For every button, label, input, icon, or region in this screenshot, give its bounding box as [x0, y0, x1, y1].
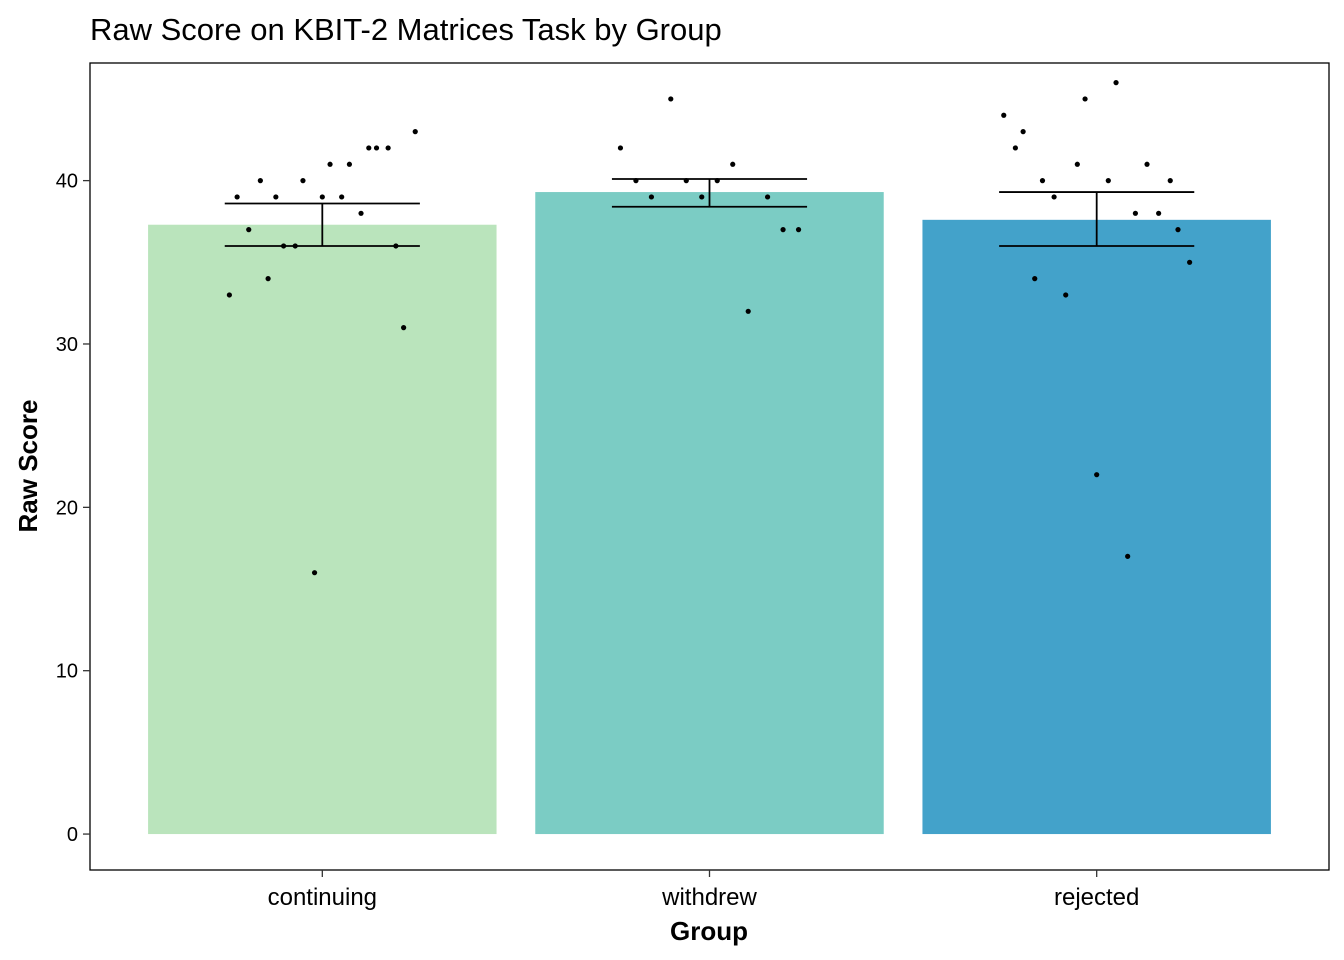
data-point-continuing-5: [265, 276, 271, 282]
y-tick-label-30: 30: [56, 334, 78, 356]
data-point-rejected-2: [1012, 145, 1018, 151]
points-layer: [226, 80, 1193, 576]
data-point-withdrew-10: [764, 194, 771, 200]
data-point-withdrew-12: [795, 227, 802, 233]
error-bars-layer: [224, 178, 1195, 247]
data-point-continuing-16: [366, 145, 372, 151]
data-point-continuing-3: [246, 227, 252, 233]
data-point-continuing-21: [412, 129, 418, 135]
data-point-continuing-17: [373, 145, 380, 151]
data-point-continuing-2: [234, 194, 240, 200]
y-tick-label-10: 10: [56, 661, 78, 683]
data-point-withdrew-6: [699, 194, 705, 200]
data-point-rejected-13: [1125, 553, 1131, 559]
data-point-rejected-11: [1105, 178, 1111, 184]
data-point-withdrew-7: [714, 178, 720, 184]
data-point-rejected-12: [1113, 80, 1119, 86]
data-point-withdrew-9: [745, 308, 751, 314]
data-point-withdrew-8: [730, 161, 736, 167]
data-point-continuing-19: [393, 243, 399, 249]
data-point-continuing-1: [226, 292, 232, 298]
data-point-continuing-9: [300, 178, 306, 184]
y-tick-label-0: 0: [67, 824, 78, 846]
data-point-rejected-1: [1001, 112, 1007, 118]
chart-title: Raw Score on KBIT-2 Matrices Task by Gro…: [90, 12, 722, 47]
data-point-rejected-17: [1167, 178, 1173, 184]
data-point-rejected-8: [1074, 161, 1080, 167]
data-point-rejected-4: [1032, 276, 1038, 282]
data-point-rejected-9: [1082, 96, 1088, 102]
data-point-continuing-15: [358, 210, 364, 216]
x-tick-label-withdrew: withdrew: [661, 884, 757, 911]
data-point-continuing-12: [327, 161, 333, 167]
data-point-continuing-20: [401, 325, 407, 331]
data-point-continuing-7: [280, 243, 287, 249]
bar-continuing: [148, 224, 497, 835]
data-point-continuing-10: [311, 570, 318, 576]
data-point-rejected-5: [1039, 178, 1046, 184]
x-tick-label-continuing: continuing: [268, 884, 377, 911]
data-point-withdrew-4: [668, 96, 674, 102]
bar-withdrew: [535, 192, 884, 835]
data-point-rejected-15: [1144, 161, 1150, 167]
data-point-rejected-18: [1175, 227, 1181, 233]
data-point-continuing-18: [385, 145, 391, 151]
x-axis-title: Group: [670, 916, 748, 946]
data-point-withdrew-1: [617, 145, 624, 151]
data-point-withdrew-5: [683, 178, 689, 184]
data-point-rejected-3: [1020, 129, 1026, 135]
bar-rejected: [922, 219, 1271, 835]
data-point-continuing-13: [339, 194, 345, 200]
y-tick-label-40: 40: [56, 171, 78, 193]
data-point-rejected-14: [1132, 210, 1139, 216]
data-point-rejected-10: [1094, 472, 1100, 478]
data-point-rejected-7: [1063, 292, 1069, 298]
data-point-withdrew-3: [648, 194, 655, 200]
data-point-rejected-16: [1156, 210, 1162, 216]
data-point-withdrew-11: [780, 227, 786, 233]
y-axis: 0 10 20 30 40: [56, 171, 90, 846]
data-point-rejected-19: [1187, 259, 1193, 265]
y-tick-label-20: 20: [56, 497, 78, 519]
data-point-rejected-6: [1051, 194, 1057, 200]
x-tick-label-rejected: rejected: [1054, 884, 1139, 911]
data-point-continuing-14: [346, 161, 353, 167]
x-axis: continuing withdrew rejected: [268, 870, 1139, 911]
bars-layer: [148, 192, 1271, 835]
data-point-continuing-8: [292, 243, 298, 249]
data-point-continuing-6: [273, 194, 279, 200]
y-axis-title: Raw Score: [13, 400, 43, 533]
data-point-continuing-11: [319, 194, 325, 200]
data-point-withdrew-2: [633, 178, 639, 184]
data-point-continuing-4: [257, 178, 263, 184]
